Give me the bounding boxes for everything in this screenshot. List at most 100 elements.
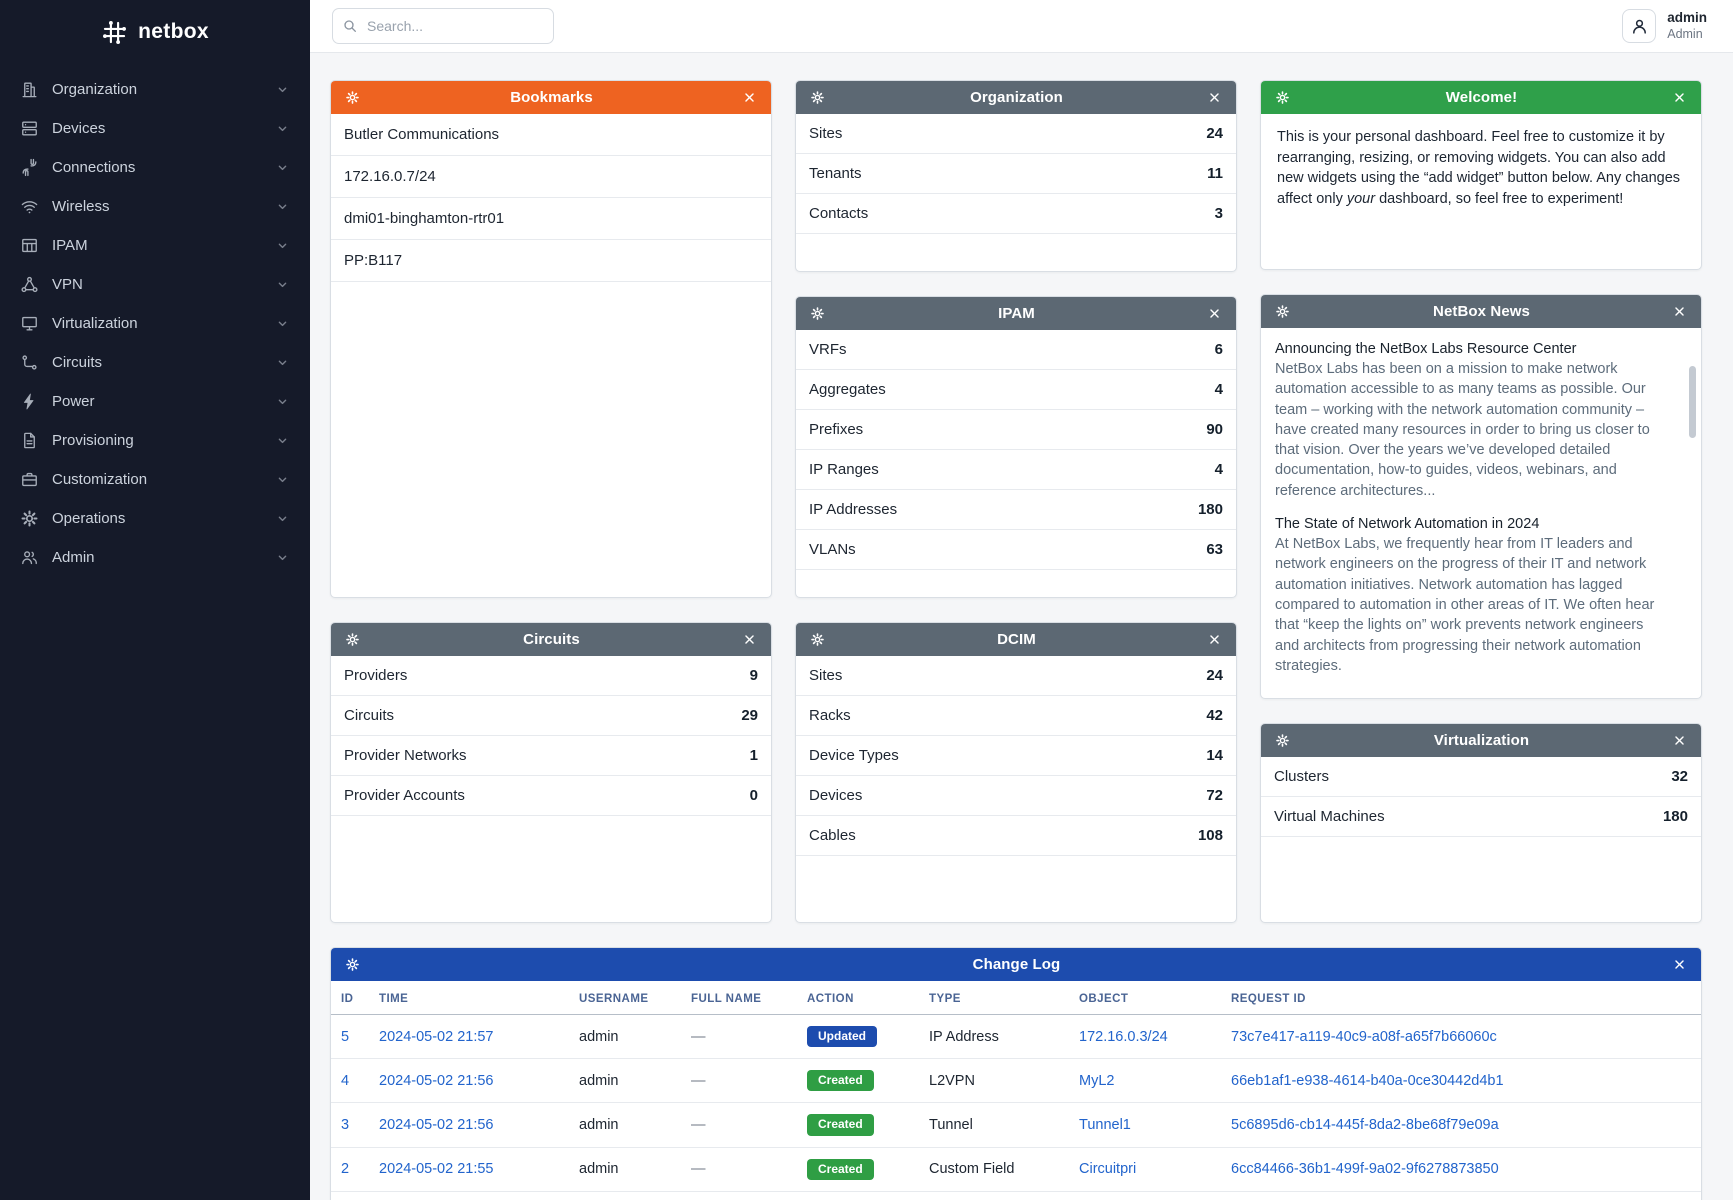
stat-row[interactable]: Virtual Machines 180 bbox=[1261, 797, 1701, 837]
chevron-down-icon bbox=[275, 121, 290, 136]
sidebar-item-ipam[interactable]: IPAM bbox=[0, 226, 310, 265]
gear-icon[interactable] bbox=[345, 632, 360, 647]
column-header-time[interactable]: TIME bbox=[369, 981, 569, 1015]
change-time-link[interactable]: 2024-05-02 21:57 bbox=[379, 1028, 494, 1045]
request-id-link[interactable]: 5c6895d6-cb14-445f-8da2-8be68f79e09a bbox=[1231, 1116, 1499, 1133]
table-row: 4 2024-05-02 21:56 admin — Created L2VPN… bbox=[331, 1058, 1701, 1104]
widget-virtualization: Virtualization Clusters 32 Virtual Machi… bbox=[1260, 723, 1702, 923]
close-icon[interactable] bbox=[1673, 734, 1686, 747]
change-time-link[interactable]: 2024-05-02 21:55 bbox=[379, 1161, 494, 1178]
stat-row[interactable]: Devices 72 bbox=[796, 776, 1236, 816]
stat-row[interactable]: Sites 24 bbox=[796, 114, 1236, 154]
change-username: admin bbox=[569, 1102, 681, 1148]
close-icon[interactable] bbox=[1208, 91, 1221, 104]
sidebar-item-wireless[interactable]: Wireless bbox=[0, 187, 310, 226]
chevron-down-icon bbox=[275, 472, 290, 487]
stat-row[interactable]: Providers 9 bbox=[331, 656, 771, 696]
column-header-username[interactable]: USERNAME bbox=[569, 981, 681, 1015]
change-object-link[interactable]: Circuitpri bbox=[1079, 1161, 1137, 1178]
gear-icon[interactable] bbox=[810, 632, 825, 647]
bookmark-item[interactable]: dmi01-binghamton-rtr01 bbox=[331, 198, 771, 240]
gear-icon[interactable] bbox=[810, 306, 825, 321]
news-article-title[interactable]: The State of Network Automation in 2024 bbox=[1275, 516, 1540, 533]
column-header-full-name[interactable]: FULL NAME bbox=[681, 981, 797, 1015]
gear-icon[interactable] bbox=[810, 90, 825, 105]
gear-icon[interactable] bbox=[1275, 733, 1290, 748]
close-icon[interactable] bbox=[1673, 305, 1686, 318]
user-avatar-button[interactable] bbox=[1622, 9, 1657, 43]
column-header-id[interactable]: ID bbox=[331, 981, 369, 1015]
request-id-link[interactable]: 73c7e417-a119-40c9-a08f-a65f7b66060c bbox=[1231, 1028, 1497, 1045]
bookmark-item[interactable]: 172.16.0.7/24 bbox=[331, 156, 771, 198]
user-role: Admin bbox=[1667, 26, 1703, 41]
stat-row[interactable]: Aggregates 4 bbox=[796, 370, 1236, 410]
change-object-link[interactable]: 172.16.0.3/24 bbox=[1079, 1028, 1168, 1045]
stat-row[interactable]: Circuits 29 bbox=[331, 696, 771, 736]
circuit-route-icon bbox=[20, 353, 39, 372]
change-full-name: — bbox=[681, 1058, 797, 1104]
netbox-logo[interactable]: netbox bbox=[0, 0, 310, 64]
sidebar-item-power[interactable]: Power bbox=[0, 382, 310, 421]
close-icon[interactable] bbox=[1208, 307, 1221, 320]
close-icon[interactable] bbox=[1673, 958, 1686, 971]
request-id-link[interactable]: 6cc84466-36b1-499f-9a02-9f6278873850 bbox=[1231, 1161, 1499, 1178]
bookmark-item[interactable]: Butler Communications bbox=[331, 114, 771, 156]
stat-row[interactable]: Racks 42 bbox=[796, 696, 1236, 736]
stat-row[interactable]: Contacts 3 bbox=[796, 194, 1236, 234]
sidebar-item-vpn[interactable]: VPN bbox=[0, 265, 310, 304]
change-id-link[interactable]: 5 bbox=[341, 1028, 350, 1045]
gear-icon[interactable] bbox=[345, 957, 360, 972]
request-id-link[interactable]: 66eb1af1-e938-4614-b40a-0ce30442d4b1 bbox=[1231, 1072, 1504, 1089]
sidebar-item-organization[interactable]: Organization bbox=[0, 70, 310, 109]
news-article-title[interactable]: Announcing the NetBox Labs Resource Cent… bbox=[1275, 341, 1577, 357]
chevron-down-icon bbox=[275, 394, 290, 409]
stat-row[interactable]: Provider Networks 1 bbox=[331, 736, 771, 776]
stat-row[interactable]: VRFs 6 bbox=[796, 330, 1236, 370]
stat-row[interactable]: Prefixes 90 bbox=[796, 410, 1236, 450]
widget-circuits: Circuits Providers 9 Circuits 29 bbox=[330, 622, 772, 923]
sidebar-item-devices[interactable]: Devices bbox=[0, 109, 310, 148]
column-header-type[interactable]: TYPE bbox=[919, 981, 1069, 1015]
stat-row[interactable]: IP Addresses 180 bbox=[796, 490, 1236, 530]
widget-header: Bookmarks bbox=[331, 81, 771, 114]
change-object-link[interactable]: MyL2 bbox=[1079, 1072, 1115, 1089]
stat-row[interactable]: VLANs 63 bbox=[796, 530, 1236, 570]
change-time-link[interactable]: 2024-05-02 21:56 bbox=[379, 1072, 494, 1089]
sidebar-item-operations[interactable]: Operations bbox=[0, 499, 310, 538]
change-id-link[interactable]: 2 bbox=[341, 1161, 350, 1178]
gear-icon[interactable] bbox=[1275, 90, 1290, 105]
change-id-link[interactable]: 3 bbox=[341, 1116, 350, 1133]
close-icon[interactable] bbox=[1208, 633, 1221, 646]
widget-header: Circuits bbox=[331, 623, 771, 656]
user-menu[interactable]: admin Admin bbox=[1622, 9, 1707, 43]
change-time-link[interactable]: 2024-05-02 21:56 bbox=[379, 1116, 494, 1133]
sidebar-item-virtualization[interactable]: Virtualization bbox=[0, 304, 310, 343]
column-header-action[interactable]: ACTION bbox=[797, 981, 919, 1015]
sidebar-item-customization[interactable]: Customization bbox=[0, 460, 310, 499]
search-input[interactable] bbox=[332, 8, 554, 44]
sidebar-item-provisioning[interactable]: Provisioning bbox=[0, 421, 310, 460]
bookmark-item[interactable]: PP:B117 bbox=[331, 240, 771, 282]
close-icon[interactable] bbox=[743, 91, 756, 104]
sidebar-item-circuits[interactable]: Circuits bbox=[0, 343, 310, 382]
stat-row[interactable]: Tenants 11 bbox=[796, 154, 1236, 194]
gear-icon[interactable] bbox=[345, 90, 360, 105]
stat-row[interactable]: Clusters 32 bbox=[1261, 757, 1701, 797]
change-full-name: — bbox=[681, 1014, 797, 1060]
gear-icon[interactable] bbox=[1275, 304, 1290, 319]
sidebar-item-connections[interactable]: Connections bbox=[0, 148, 310, 187]
close-icon[interactable] bbox=[1673, 91, 1686, 104]
column-header-object[interactable]: OBJECT bbox=[1069, 981, 1221, 1015]
stat-row[interactable]: Sites 24 bbox=[796, 656, 1236, 696]
stat-row[interactable]: Cables 108 bbox=[796, 816, 1236, 856]
column-header-request-id[interactable]: REQUEST ID bbox=[1221, 981, 1701, 1015]
scrollbar-thumb[interactable] bbox=[1689, 366, 1696, 438]
dashboard-column-3: Welcome! This is your personal dashboard… bbox=[1260, 80, 1702, 923]
stat-row[interactable]: Provider Accounts 0 bbox=[331, 776, 771, 816]
change-id-link[interactable]: 4 bbox=[341, 1072, 350, 1089]
change-object-link[interactable]: Tunnel1 bbox=[1079, 1116, 1131, 1133]
close-icon[interactable] bbox=[743, 633, 756, 646]
stat-row[interactable]: Device Types 14 bbox=[796, 736, 1236, 776]
sidebar-item-admin[interactable]: Admin bbox=[0, 538, 310, 577]
stat-row[interactable]: IP Ranges 4 bbox=[796, 450, 1236, 490]
